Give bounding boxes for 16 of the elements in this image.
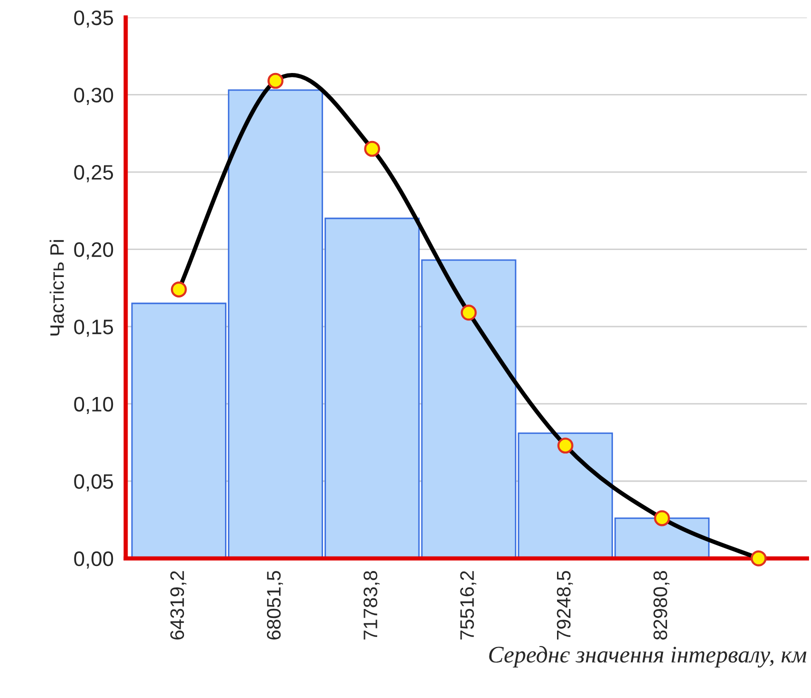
y-tick-label: 0,30 — [74, 88, 114, 105]
y-tick-label: 0,10 — [74, 396, 114, 414]
x-axis-title: Середнє значення інтервалу, км — [489, 646, 806, 668]
y-tick-label: 0,15 — [74, 320, 114, 337]
y-tick-label: 0,25 — [74, 165, 114, 182]
y-tick-label: 0,00 — [74, 551, 114, 569]
y-tick-label: 0,05 — [74, 474, 114, 492]
y-axis-title: Частість Pi — [50, 240, 64, 336]
x-tick-label: 64319,2 — [170, 571, 186, 640]
x-tick-label: 75516,2 — [460, 571, 476, 640]
x-tick-label: 79248,5 — [556, 571, 573, 640]
x-tick-label: 82980,8 — [653, 571, 670, 640]
y-tick-label: 0,35 — [74, 10, 114, 28]
x-tick-label: 71783,8 — [364, 571, 380, 640]
y-tick-label: 0,20 — [74, 242, 114, 260]
x-tick-label: 68051,5 — [266, 571, 283, 640]
